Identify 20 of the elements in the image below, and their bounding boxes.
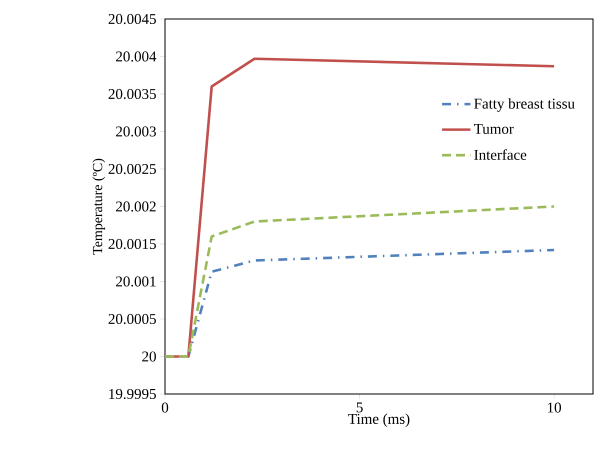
y-tick-label: 20.0005 bbox=[108, 314, 156, 324]
x-tick-label: 5 bbox=[356, 402, 363, 412]
y-tick-label: 19.9995 bbox=[109, 388, 156, 400]
y-tick-label: 20.002 bbox=[116, 201, 156, 212]
y-tick-label: 20.0015 bbox=[108, 238, 156, 250]
x-tick-label: 10 bbox=[548, 402, 562, 413]
legend-label: Tumor bbox=[474, 124, 514, 134]
y-tick-label: 20.003 bbox=[116, 126, 156, 137]
y-tick-label: 20.004 bbox=[116, 51, 156, 62]
y-tick-label: 20 bbox=[142, 351, 156, 362]
legend-label: Interface bbox=[474, 149, 526, 160]
y-axis-title: Temperature (ºC) bbox=[92, 158, 106, 255]
y-tick-label: 20.0045 bbox=[108, 14, 156, 24]
line-series bbox=[164, 205, 556, 358]
y-tick-label: 20.0035 bbox=[108, 88, 156, 100]
x-tick-label: 0 bbox=[162, 402, 168, 413]
legend-label: Fatty breast tissu bbox=[474, 98, 575, 112]
y-tick-label: 20.001 bbox=[116, 276, 156, 287]
y-tick-label: 20.0025 bbox=[108, 164, 156, 174]
x-axis-title: Time (ms) bbox=[348, 413, 410, 428]
